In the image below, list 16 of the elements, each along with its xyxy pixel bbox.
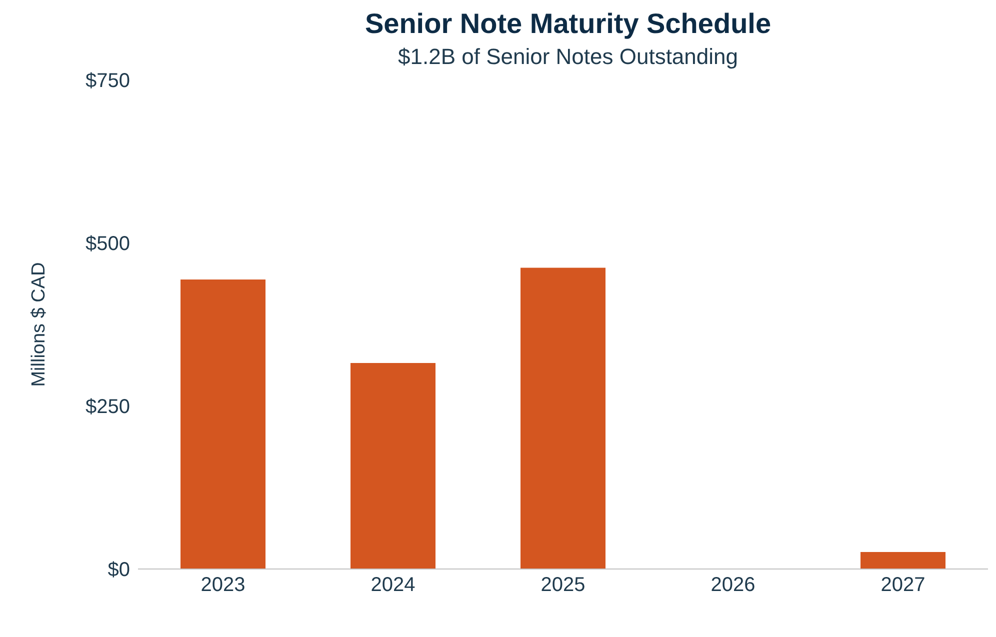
y-tick-label: $750 [86, 70, 130, 92]
x-tick-label: 2027 [880, 574, 926, 596]
bar [860, 552, 946, 569]
bar [520, 268, 606, 569]
x-tick-label: 2023 [200, 574, 246, 596]
chart-title: Senior Note Maturity Schedule [364, 8, 772, 40]
bar [350, 362, 436, 569]
chart-subtitle: $1.2B of Senior Notes Outstanding [397, 44, 739, 70]
y-tick-label: $500 [86, 233, 130, 256]
x-tick-label: 2026 [710, 574, 756, 596]
y-tick-label: $250 [86, 396, 130, 418]
y-tick-label: $0 [108, 559, 130, 582]
x-tick-label: 2025 [540, 574, 586, 596]
bar [180, 280, 266, 569]
y-axis-title: Millions $ CAD [28, 262, 50, 387]
x-tick-label: 2024 [370, 574, 416, 596]
